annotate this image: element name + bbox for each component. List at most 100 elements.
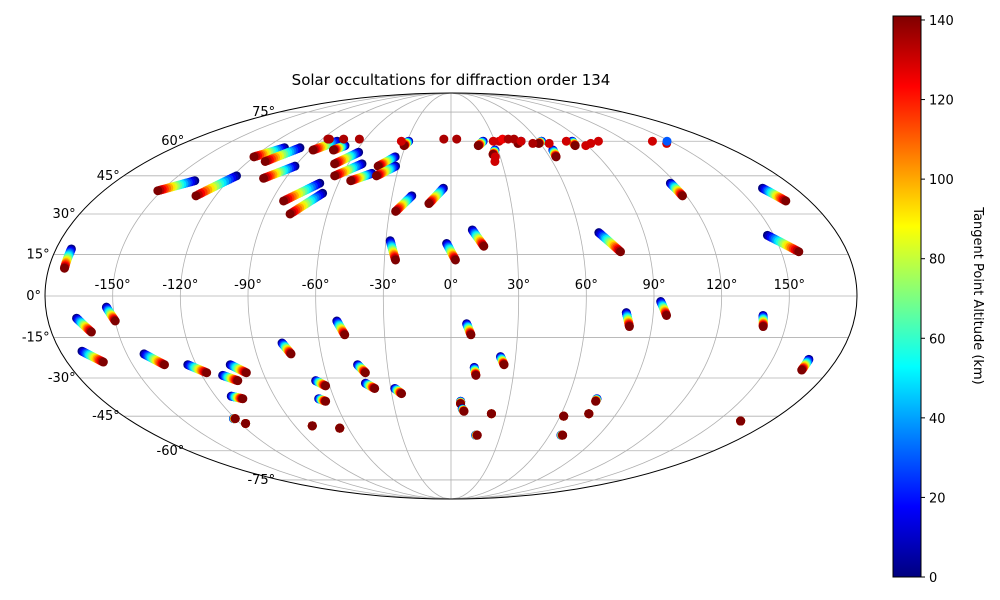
colorbar-tick-label: 20 (929, 491, 946, 506)
data-point (323, 134, 333, 144)
colorbar-label: Tangent Point Altitude (km) (970, 206, 985, 384)
colorbar-tick-label: 140 (929, 14, 954, 29)
track-point (479, 241, 489, 251)
gridlines (45, 93, 857, 499)
occultation-track (442, 239, 460, 265)
track-point (286, 349, 296, 359)
occultation-track (496, 352, 509, 370)
latitude-tick-label: -75° (247, 473, 275, 488)
longitude-gridline (179, 93, 452, 499)
colorbar: 0 20 40 60 80 100 120 140 Tangent Point Altitud… (892, 14, 985, 586)
occultation-track (330, 147, 364, 169)
occultation-track (471, 430, 482, 440)
latitude-tick-label: 15° (27, 247, 50, 262)
track-point (472, 430, 482, 440)
occultation-track (556, 430, 568, 440)
occultation-track (77, 346, 108, 367)
occultation-track (241, 418, 251, 428)
track-point (794, 247, 804, 257)
occultation-track (457, 404, 469, 416)
occultation-track (226, 391, 248, 404)
track-point (230, 414, 240, 424)
track-point (570, 141, 580, 151)
track-point (153, 186, 163, 196)
longitude-tick-label: -90° (234, 278, 262, 293)
occultation-track (467, 225, 489, 251)
data-point (396, 136, 406, 146)
track-point (391, 206, 401, 216)
data-point (339, 134, 349, 144)
data-point (490, 156, 500, 166)
occultation-track (548, 145, 561, 162)
occultation-track (225, 360, 251, 378)
longitude-gridline (112, 93, 452, 499)
latitude-tick-label: -15° (22, 331, 50, 346)
occultation-track (259, 161, 300, 183)
track-point (677, 191, 687, 201)
track-point (397, 389, 407, 399)
track-point (370, 383, 380, 393)
track-point (559, 411, 569, 421)
longitude-tick-label: -150° (95, 278, 131, 293)
latitude-tick-label: -30° (48, 371, 76, 386)
track-point (473, 141, 483, 151)
occultation-track (277, 338, 296, 359)
occultation-track (260, 143, 305, 166)
occultation-track (424, 183, 448, 209)
track-point (591, 396, 601, 406)
occultation-track (153, 176, 200, 196)
occultation-track (486, 409, 496, 419)
occultation-track (101, 302, 120, 326)
latitude-tick-labels: -75° -60° -45° -30° -15° 0° 15° 30° 45° 60° 75° (22, 105, 275, 488)
track-point (233, 376, 243, 386)
colorbar-tick-label: 80 (929, 253, 946, 268)
track-point (241, 368, 251, 378)
chart-title: Solar occultations for diffraction order… (292, 71, 611, 89)
latitude-tick-label: 30° (53, 207, 76, 222)
data-point (586, 138, 596, 148)
track-point (191, 191, 201, 201)
occultation-track (72, 313, 96, 337)
latitude-tick-label: 45° (97, 169, 120, 184)
track-point (321, 381, 331, 391)
track-point (584, 409, 594, 419)
longitude-tick-label: 0° (444, 278, 459, 293)
occultation-track (762, 230, 804, 257)
occultation-track (567, 136, 580, 151)
track-point (241, 418, 251, 428)
data-point (354, 134, 364, 144)
track-point (371, 171, 381, 181)
longitude-tick-label: 150° (774, 278, 805, 293)
occultation-track (591, 394, 602, 406)
data-point (439, 134, 449, 144)
data-point (593, 136, 603, 146)
track-point (466, 330, 476, 340)
track-point (308, 145, 318, 155)
track-point (558, 430, 568, 440)
track-point (346, 176, 356, 186)
occultation-track (559, 411, 569, 421)
track-point (781, 196, 791, 206)
occultation-tracks (59, 134, 814, 440)
occultation-track (758, 310, 768, 332)
colorbar-tick-label: 100 (929, 173, 954, 188)
colorbar-tick-label: 120 (929, 94, 954, 109)
data-point (516, 136, 526, 146)
longitude-tick-label: -60° (302, 278, 330, 293)
colorbar-tick-label: 60 (929, 332, 946, 347)
longitude-tick-labels: -150° -120° -90° -60° -30° 0° 30° 60° 90° 120° 150… (95, 278, 805, 293)
occultation-track (183, 360, 212, 378)
track-point (260, 156, 270, 166)
occultation-track (139, 349, 169, 370)
data-point (662, 136, 672, 146)
occultation-track (462, 319, 476, 340)
colorbar-ticks: 0 20 40 60 80 100 120 140 (921, 14, 954, 586)
track-point (330, 159, 340, 169)
occultation-track (328, 141, 350, 155)
track-point (758, 322, 768, 332)
longitude-tick-label: -120° (162, 278, 198, 293)
latitude-tick-label: -45° (92, 409, 120, 424)
track-point (424, 199, 434, 209)
track-point (330, 171, 340, 181)
occultation-track (390, 383, 407, 399)
